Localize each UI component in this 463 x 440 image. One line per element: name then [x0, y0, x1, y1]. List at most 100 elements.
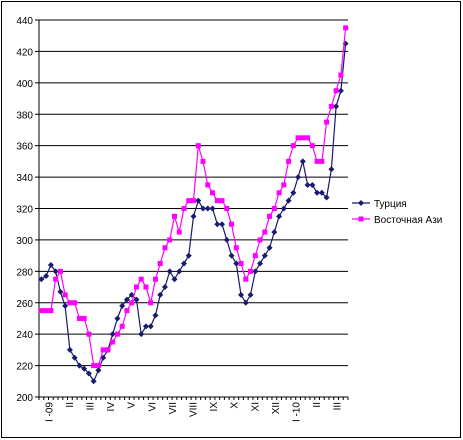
- x-tick-label: IX: [209, 402, 220, 412]
- data-point: [81, 365, 88, 372]
- y-axis-ticks: 200 220 240 260 280 300 320 340 360 380 400 420 440: [16, 16, 39, 404]
- data-point: [167, 237, 173, 243]
- series-line: [41, 27, 347, 367]
- data-point: [95, 367, 102, 374]
- data-point: [266, 244, 273, 251]
- data-point: [38, 276, 45, 283]
- data-point: [143, 284, 149, 290]
- data-point: [333, 88, 339, 94]
- data-point: [257, 260, 264, 267]
- data-point: [314, 158, 320, 164]
- series-1: [38, 40, 349, 385]
- data-point: [299, 158, 306, 165]
- data-point: [338, 72, 344, 78]
- data-point: [219, 198, 225, 204]
- data-point: [47, 262, 54, 269]
- data-point: [157, 260, 163, 266]
- data-point: [285, 197, 292, 204]
- data-point: [147, 323, 154, 330]
- data-point: [119, 323, 125, 329]
- series-2: [38, 25, 349, 369]
- data-point: [85, 370, 92, 377]
- legend-marker: [358, 216, 364, 222]
- data-point: [176, 268, 183, 275]
- y-tick-label: 400: [16, 79, 33, 90]
- data-point: [166, 268, 173, 275]
- data-point: [276, 190, 282, 196]
- data-point: [129, 300, 135, 306]
- data-point: [162, 245, 168, 251]
- data-point: [161, 284, 168, 291]
- data-point: [219, 221, 226, 228]
- gridlines: [39, 19, 348, 367]
- legend-label: Турция: [374, 199, 407, 210]
- data-point: [186, 198, 192, 204]
- x-tick-label: IV: [106, 402, 117, 412]
- data-point: [314, 189, 321, 196]
- data-point: [171, 276, 178, 283]
- data-point: [114, 315, 121, 322]
- legend: Турция Восточная Ази: [352, 199, 442, 226]
- data-point: [324, 119, 330, 125]
- data-point: [71, 354, 78, 361]
- data-point: [52, 268, 59, 275]
- data-point: [214, 221, 221, 228]
- data-point: [238, 260, 244, 266]
- data-point: [91, 363, 97, 369]
- data-point: [328, 103, 334, 109]
- data-point: [248, 268, 254, 274]
- data-point: [200, 158, 206, 164]
- data-point: [304, 181, 311, 188]
- y-tick-label: 320: [16, 205, 33, 216]
- y-tick-label: 420: [16, 47, 33, 58]
- data-point: [100, 347, 106, 353]
- data-point: [171, 213, 177, 219]
- x-tick-label: X: [230, 402, 241, 409]
- data-point: [62, 302, 69, 309]
- axes: [38, 20, 348, 398]
- series-group: [38, 25, 349, 385]
- data-point: [290, 143, 296, 149]
- data-point: [333, 103, 340, 110]
- data-point: [138, 331, 145, 338]
- data-point: [62, 292, 68, 298]
- data-point: [252, 253, 258, 259]
- data-point: [38, 308, 44, 314]
- data-point: [180, 260, 187, 267]
- data-point: [138, 276, 144, 282]
- data-point: [224, 206, 230, 211]
- data-point: [43, 273, 50, 280]
- y-tick-label: 360: [16, 142, 33, 153]
- data-point: [205, 182, 211, 188]
- data-point: [53, 276, 59, 282]
- x-tick-label: VI: [147, 402, 158, 411]
- data-point: [124, 308, 130, 314]
- x-tick-label: I -10: [292, 402, 303, 422]
- data-point: [209, 205, 216, 212]
- data-point: [318, 189, 325, 196]
- data-point: [210, 190, 216, 196]
- data-point: [295, 135, 301, 141]
- data-point: [337, 87, 344, 94]
- data-point: [243, 276, 249, 282]
- data-point: [81, 315, 87, 321]
- y-tick-label: 200: [16, 393, 33, 404]
- data-point: [252, 268, 259, 275]
- legend-label: Восточная Ази: [374, 215, 442, 226]
- y-tick-label: 440: [16, 16, 33, 27]
- data-point: [300, 135, 306, 141]
- data-point: [328, 166, 335, 173]
- data-point: [123, 296, 130, 303]
- data-point: [257, 237, 263, 243]
- data-point: [267, 213, 273, 219]
- data-point: [133, 296, 140, 303]
- data-point: [48, 308, 54, 314]
- data-point: [90, 378, 97, 385]
- y-tick-label: 300: [16, 236, 33, 247]
- data-point: [323, 194, 330, 201]
- data-point: [309, 143, 315, 149]
- data-point: [152, 312, 159, 319]
- data-point: [133, 284, 139, 290]
